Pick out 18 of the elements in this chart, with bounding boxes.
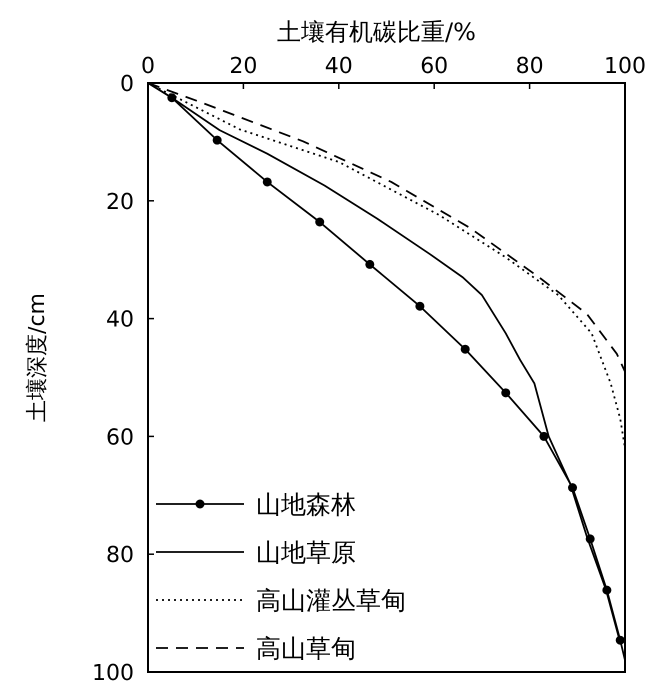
y-tick-label: 0 — [120, 72, 134, 97]
y-axis-title: 土壤深度/cm — [25, 293, 50, 422]
y-tick-label: 80 — [106, 543, 134, 568]
x-tick-label: 0 — [141, 54, 155, 79]
x-tick-label: 20 — [229, 54, 258, 79]
x-tick-label: 80 — [516, 54, 544, 79]
legend-label: 山地草原 — [256, 538, 356, 567]
y-tick-label: 20 — [106, 190, 134, 215]
legend-label: 山地森林 — [256, 490, 356, 519]
legend-label: 高山灌丛草甸 — [256, 586, 406, 615]
x-tick-label: 100 — [604, 54, 646, 79]
legend-label: 高山草甸 — [256, 634, 356, 663]
x-tick-label: 40 — [324, 54, 353, 79]
y-tick-label: 60 — [106, 425, 134, 450]
y-tick-label: 40 — [106, 308, 134, 333]
y-tick-label: 100 — [92, 661, 134, 686]
x-tick-label: 60 — [420, 54, 448, 79]
x-axis-title: 土壤有机碳比重/% — [277, 18, 476, 46]
